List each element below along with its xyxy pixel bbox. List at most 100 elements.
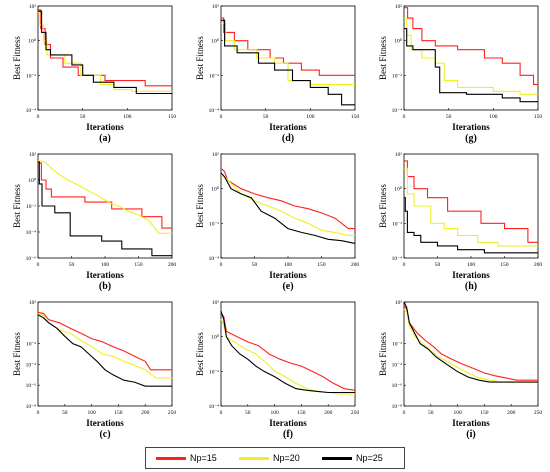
x-tick-label: 0: [220, 410, 223, 416]
series-line-np25: [38, 161, 172, 257]
plot-frame: [220, 5, 356, 111]
legend-item-np15: Np=15: [156, 451, 217, 465]
x-tick-label: 250: [168, 410, 177, 416]
legend: Np=15 Np=20 Np=25: [145, 447, 405, 469]
panel-letter: (f): [283, 429, 293, 440]
panel-letter: (i): [466, 429, 476, 440]
series-line-np15: [220, 313, 356, 391]
y-axis-label: Best Fitness: [195, 332, 205, 376]
y-tick-label: 10⁻⁴: [392, 256, 402, 262]
y-axis-label: Best Fitness: [12, 184, 22, 228]
y-tick-label: 10⁰: [394, 186, 403, 193]
x-tick-label: 0: [220, 114, 223, 120]
series-line-np15: [403, 304, 538, 381]
y-tick-label: 10⁻⁴: [392, 362, 402, 368]
y-tick-label: 10⁻⁴: [392, 108, 402, 114]
y-tick-label: 10⁰: [28, 38, 37, 45]
x-tick-label: 50: [80, 114, 86, 120]
plot-frame: [220, 153, 356, 259]
x-tick-label: 100: [87, 410, 96, 416]
x-tick-label: 200: [534, 262, 543, 268]
x-tick-label: 150: [534, 114, 543, 120]
y-tick-label: 10⁰: [211, 186, 220, 193]
x-tick-label: 50: [446, 114, 452, 120]
y-axis-label: Best Fitness: [378, 184, 388, 228]
y-tick-label: 10⁻⁴: [26, 108, 36, 114]
y-tick-label: 10⁰: [28, 177, 37, 184]
panel-letter: (b): [98, 281, 112, 292]
legend-item-np20: Np=20: [239, 451, 300, 465]
plot-frame: [37, 153, 173, 259]
x-tick-label: 100: [467, 262, 476, 268]
series-line-np15: [221, 17, 355, 76]
panel-f: 0 50 100 150 200 250 10² 10⁰ 10⁻² 10⁻⁴ Iterations B…: [183, 296, 366, 442]
series-line-np20: [37, 160, 172, 234]
series-line-np15: [404, 160, 538, 243]
series-line-np25: [404, 197, 538, 254]
plot-frame: [403, 5, 539, 111]
y-tick-label: 10⁻⁶: [392, 383, 402, 389]
y-tick-label: 10⁻⁸: [26, 404, 36, 410]
y-tick-label: 10²: [29, 300, 37, 306]
x-tick-label: 150: [480, 410, 489, 416]
panel-letter: (c): [99, 429, 111, 440]
panel-letter: (e): [282, 281, 294, 292]
panel-a: 0 50 100 150 10² 10⁰ 10⁻² 10⁻⁴ Iterations Best Fi…: [0, 0, 183, 146]
x-tick-label: 50: [69, 262, 75, 268]
panel-letter: (h): [464, 281, 478, 292]
x-tick-label: 200: [507, 410, 516, 416]
panel-letter: (g): [465, 133, 477, 144]
legend-label-np25: Np=25: [356, 453, 383, 463]
x-tick-label: 100: [306, 114, 315, 120]
x-tick-label: 100: [270, 410, 279, 416]
series-line-np25: [220, 310, 355, 394]
x-axis-label: Iterations: [269, 418, 307, 428]
y-tick-label: 10²: [395, 152, 403, 158]
plot-frame: [403, 301, 539, 407]
series-line-np20: [220, 319, 355, 395]
series-line-np20: [404, 167, 538, 247]
chart-svg: 0 50 100 150 200 250 10² 10⁻² 10⁻⁴ 10⁻⁶ 10⁻⁸ Iterat…: [12, 300, 177, 428]
y-tick-label: 10⁰: [394, 38, 403, 45]
x-axis-label: Iterations: [269, 270, 307, 280]
x-axis-label: Iterations: [452, 418, 490, 428]
chart-svg: 0 50 100 150 200 10² 10⁰ 10⁻² 10⁻⁴ Iterations Best…: [195, 152, 360, 280]
x-tick-label: 50: [245, 410, 251, 416]
x-tick-label: 0: [37, 114, 40, 120]
x-tick-label: 0: [403, 262, 406, 268]
x-tick-label: 50: [62, 410, 68, 416]
y-axis-label: Best Fitness: [12, 36, 22, 80]
panel-letter: (d): [281, 133, 295, 144]
y-axis-label: Best Fitness: [195, 36, 205, 80]
panel-b: 0 50 100 150 200 10² 10⁰ 10⁻² 10⁻⁴ 10⁻⁶ Iterations…: [0, 148, 183, 294]
y-tick-label: 10⁻²: [26, 204, 36, 210]
x-tick-label: 150: [114, 410, 123, 416]
y-axis-label: Best Fitness: [195, 184, 205, 228]
x-tick-label: 50: [252, 262, 258, 268]
y-axis-label: Best Fitness: [12, 332, 22, 376]
chart-svg: 0 50 100 150 200 250 10² 10⁻² 10⁻⁴ 10⁻⁶ 10⁻⁸ Iterat…: [378, 300, 542, 428]
y-tick-label: 10⁰: [211, 334, 220, 341]
x-tick-label: 200: [324, 410, 333, 416]
series-line-np20: [38, 12, 172, 92]
y-axis-label: Best Fitness: [378, 332, 388, 376]
legend-label-np15: Np=15: [190, 453, 217, 463]
y-tick-label: 10²: [212, 152, 220, 158]
legend-item-np25: Np=25: [322, 451, 383, 465]
panel-h: 0 50 100 150 200 10² 10⁰ 10⁻² 10⁻⁴ Iterations Best…: [366, 148, 549, 294]
series-line-np25: [38, 10, 172, 95]
y-tick-label: 10⁻⁴: [209, 108, 219, 114]
plot-frame: [37, 5, 173, 111]
y-tick-label: 10⁻⁴: [26, 362, 36, 368]
y-tick-label: 10⁻²: [209, 369, 219, 375]
x-tick-label: 200: [168, 262, 177, 268]
x-tick-label: 200: [141, 410, 150, 416]
x-tick-label: 100: [453, 410, 462, 416]
y-tick-label: 10²: [212, 4, 220, 10]
x-tick-label: 200: [351, 262, 360, 268]
x-tick-label: 100: [489, 114, 498, 120]
y-tick-label: 10⁻²: [392, 221, 402, 227]
series-line-np25: [404, 28, 538, 103]
y-axis-label: Best Fitness: [378, 36, 388, 80]
